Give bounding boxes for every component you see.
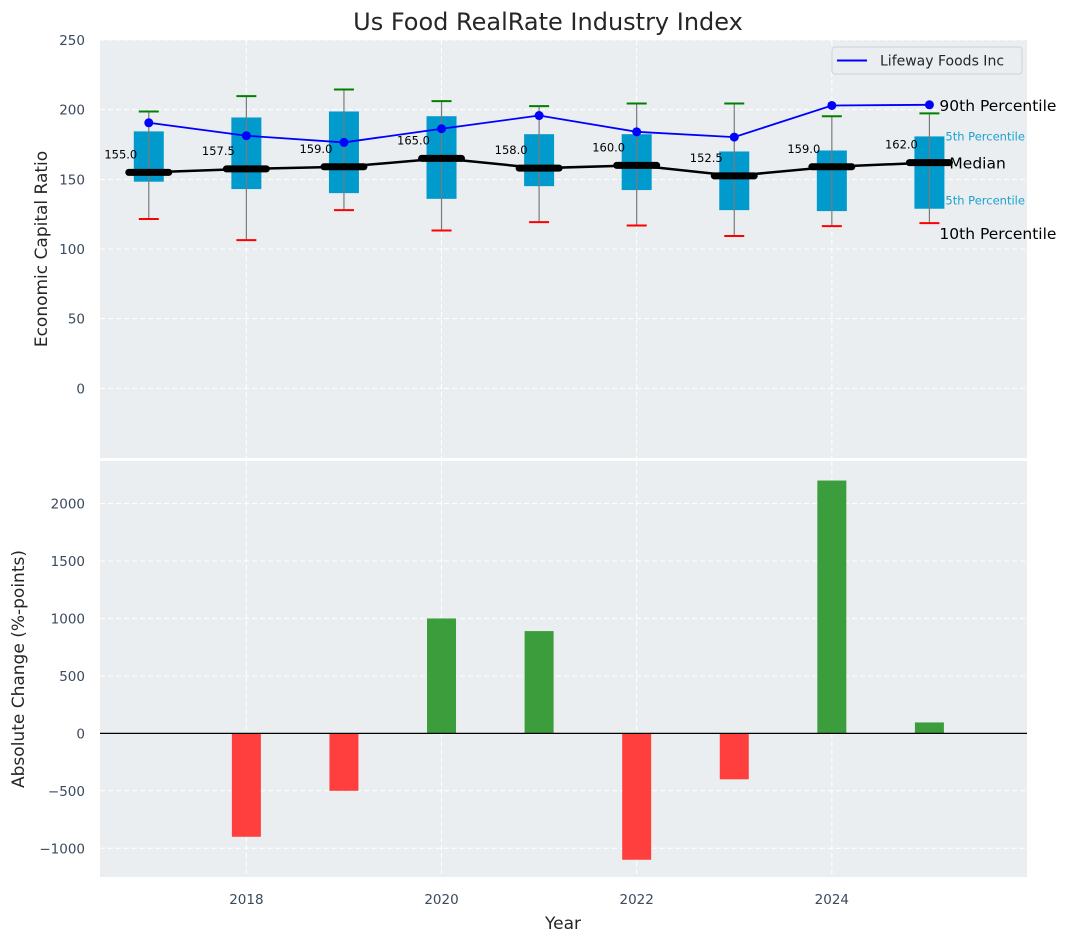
annotation-p25: 5th Percentile: [945, 194, 1025, 208]
company-point: [827, 100, 837, 110]
y-tick-label: 2000: [51, 497, 85, 513]
median-trend-line: [148, 157, 930, 178]
box-plots: 155.0 157.5 159.0 165.0 158.0 160.0 152.5 159.0…: [104, 88, 953, 242]
median-value-label: 158.0: [495, 143, 528, 157]
annotation-median: Median: [949, 155, 1005, 173]
y-tick-label: 0: [76, 726, 85, 742]
company-point: [729, 132, 739, 142]
median-line: [148, 157, 930, 178]
change-bars: [231, 480, 944, 860]
change-bar: [817, 480, 847, 734]
median-value-label: 165.0: [397, 133, 430, 147]
median-value-label: 157.5: [202, 144, 235, 158]
x-ticks: 2018 2020 2022 2024: [229, 892, 849, 908]
change-bar: [914, 722, 944, 734]
median-value-label: 162.0: [885, 138, 918, 152]
y-tick-label: 200: [59, 103, 85, 119]
median-value-label: 152.5: [690, 151, 723, 165]
y-tick-label: −1000: [39, 841, 85, 857]
median-value-label: 160.0: [592, 140, 625, 154]
y-tick-label: 1500: [51, 554, 85, 570]
median-value-label: 159.0: [787, 142, 820, 156]
change-bar: [524, 631, 554, 734]
change-bar: [622, 733, 652, 860]
legend-box: [831, 46, 1023, 75]
y-tick-label: 100: [59, 242, 85, 258]
chart-title: Us Food RealRate Industry Index: [353, 8, 743, 36]
top-y-ticks: 0 50 100 150 200 250: [59, 33, 85, 397]
top-y-axis-label: Economic Capital Ratio: [32, 151, 52, 347]
x-tick-label: 2020: [424, 892, 458, 908]
company-point: [339, 137, 349, 147]
y-tick-label: 150: [59, 172, 85, 188]
median-value-label: 159.0: [299, 142, 332, 156]
company-series: [144, 100, 934, 147]
y-tick-label: 500: [59, 669, 85, 685]
annotation-p75: 5th Percentile: [945, 129, 1025, 143]
annotation-p90: 90th Percentile: [939, 97, 1056, 115]
x-axis-label: Year: [544, 914, 581, 934]
y-tick-label: −500: [48, 784, 85, 800]
company-point: [924, 100, 934, 110]
company-point: [241, 131, 251, 141]
x-tick-label: 2024: [815, 892, 849, 908]
annotation-p10: 10th Percentile: [939, 225, 1056, 243]
company-point: [144, 118, 154, 128]
median-value-label: 155.0: [104, 147, 137, 161]
company-point: [437, 124, 447, 134]
top-grid: [100, 39, 1027, 458]
y-tick-label: 50: [68, 312, 85, 328]
legend-entry-label: Lifeway Foods Inc: [880, 54, 1004, 70]
y-tick-label: 0: [76, 381, 85, 397]
bottom-y-axis-label: Absolute Change (%-points): [9, 550, 29, 788]
company-point: [534, 111, 544, 121]
change-bar: [231, 733, 261, 837]
change-bar: [719, 733, 749, 780]
x-tick-label: 2018: [229, 892, 263, 908]
y-tick-label: 1000: [51, 611, 85, 627]
change-bar: [329, 733, 359, 791]
percentile-annotations: 90th Percentile 5th Percentile Median 5th P…: [939, 97, 1056, 243]
legend[interactable]: Lifeway Foods Inc: [831, 46, 1023, 75]
bottom-y-ticks: −1000 −500 0 500 1000 1500 2000: [39, 497, 85, 858]
x-tick-label: 2022: [620, 892, 654, 908]
company-point: [632, 127, 642, 137]
change-bar: [427, 618, 457, 734]
y-tick-label: 250: [59, 33, 85, 49]
